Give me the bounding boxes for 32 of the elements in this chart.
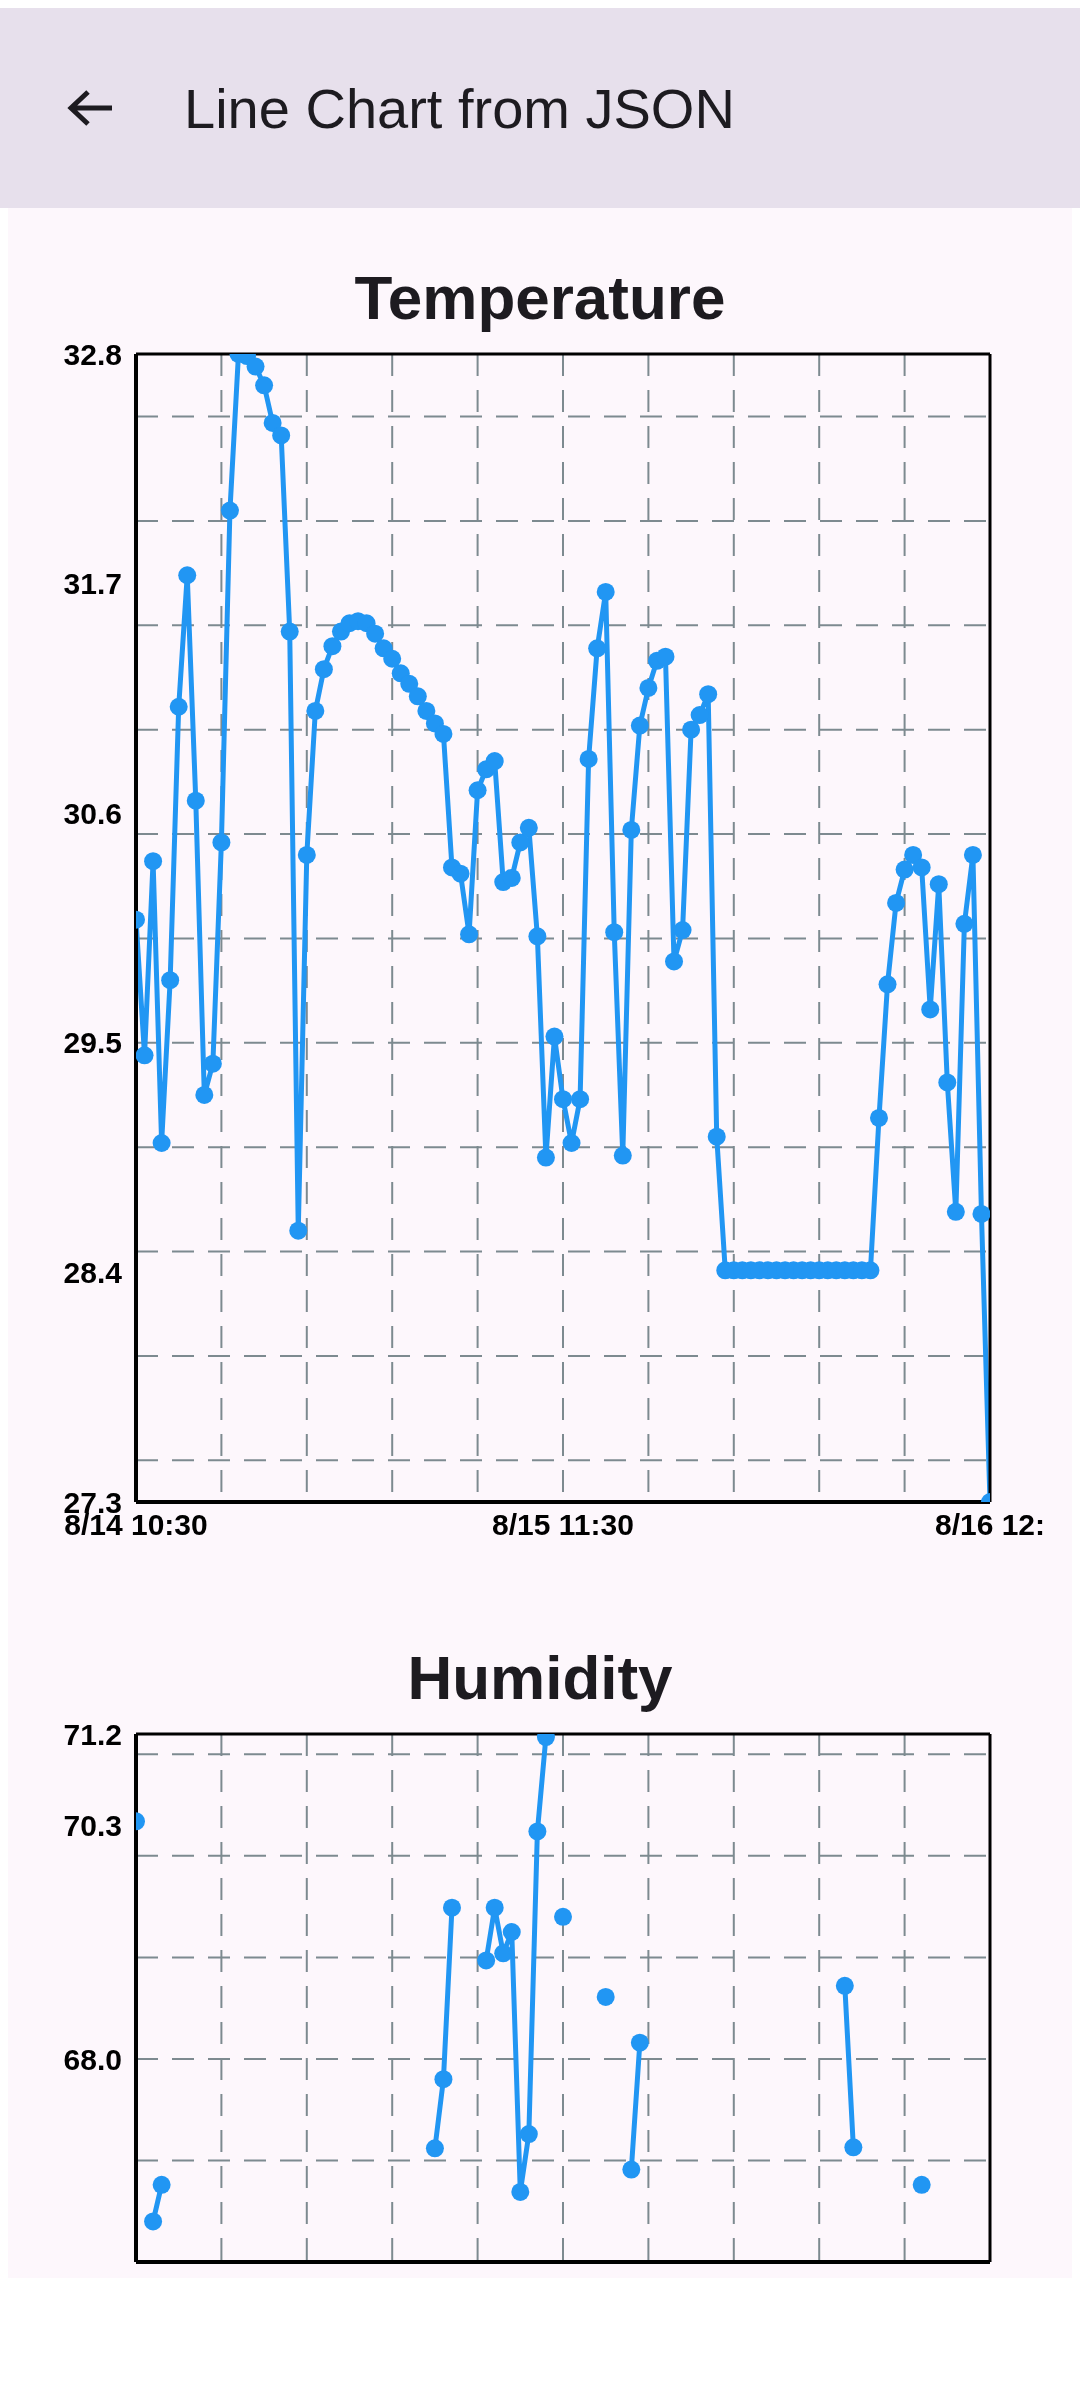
point	[494, 1944, 513, 1963]
y-tick-label: 28.4	[63, 1256, 123, 1290]
y-tick-label: 32.8	[63, 337, 122, 371]
point	[425, 2139, 444, 2158]
y-tick-label: 68.0	[63, 2042, 122, 2076]
point	[596, 1987, 615, 2006]
y-tick-label: 71.2	[63, 1717, 122, 1751]
point	[434, 2070, 453, 2089]
point	[912, 2175, 931, 2194]
point	[528, 1822, 547, 1841]
y-tick-label: 31.7	[63, 567, 122, 601]
point	[502, 1923, 521, 1941]
point	[844, 2138, 863, 2157]
point	[144, 2212, 163, 2231]
point	[835, 1976, 854, 1995]
point	[630, 2033, 649, 2052]
y-tick-label: 30.6	[63, 796, 122, 830]
point	[622, 2160, 641, 2179]
point	[519, 2125, 538, 2144]
x-tick-label: 8/15 11:30	[492, 1508, 634, 1542]
point	[511, 2182, 530, 2201]
chart-title: Temperature	[353, 262, 727, 334]
y-tick-label: 29.5	[63, 1026, 122, 1060]
point	[554, 1907, 572, 1926]
x-tick-label: 8/16 12:	[934, 1508, 1046, 1542]
point	[442, 1898, 461, 1917]
text: Line Chart from JSON	[184, 75, 735, 141]
y-tick-label: 70.3	[63, 1809, 122, 1843]
point	[477, 1951, 496, 1970]
point	[152, 2175, 171, 2194]
point	[485, 1898, 504, 1917]
chart-title: Humidity	[406, 1642, 674, 1714]
